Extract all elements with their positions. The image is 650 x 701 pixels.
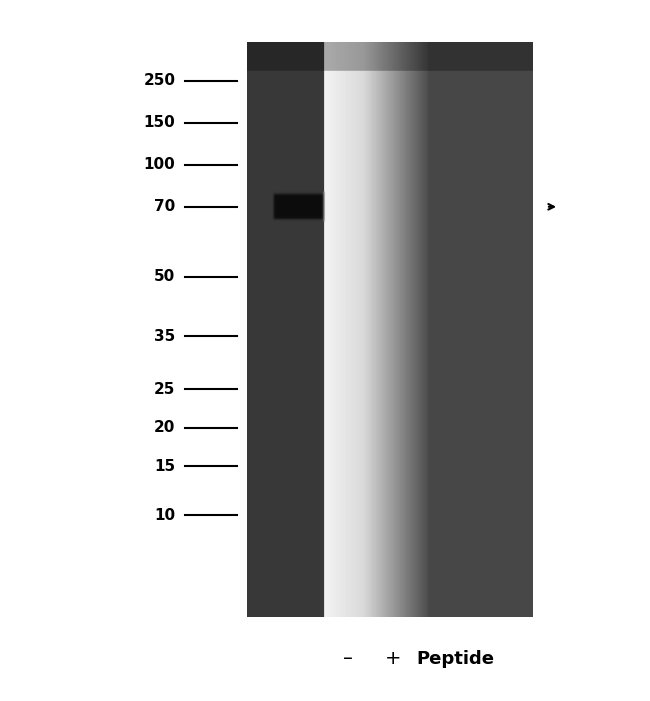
Text: 15: 15: [155, 458, 176, 474]
Text: Peptide: Peptide: [416, 650, 494, 668]
Text: 20: 20: [154, 420, 176, 435]
Text: 250: 250: [144, 73, 176, 88]
Bar: [247, 42, 533, 63]
Text: 10: 10: [155, 508, 176, 523]
Text: –: –: [343, 649, 353, 669]
Text: +: +: [385, 649, 402, 669]
Text: 150: 150: [144, 115, 176, 130]
Text: 25: 25: [154, 381, 176, 397]
Text: 70: 70: [154, 199, 176, 215]
Bar: [247, 42, 533, 617]
Text: 50: 50: [154, 269, 176, 285]
Text: 35: 35: [154, 329, 176, 344]
Text: 100: 100: [144, 157, 176, 172]
